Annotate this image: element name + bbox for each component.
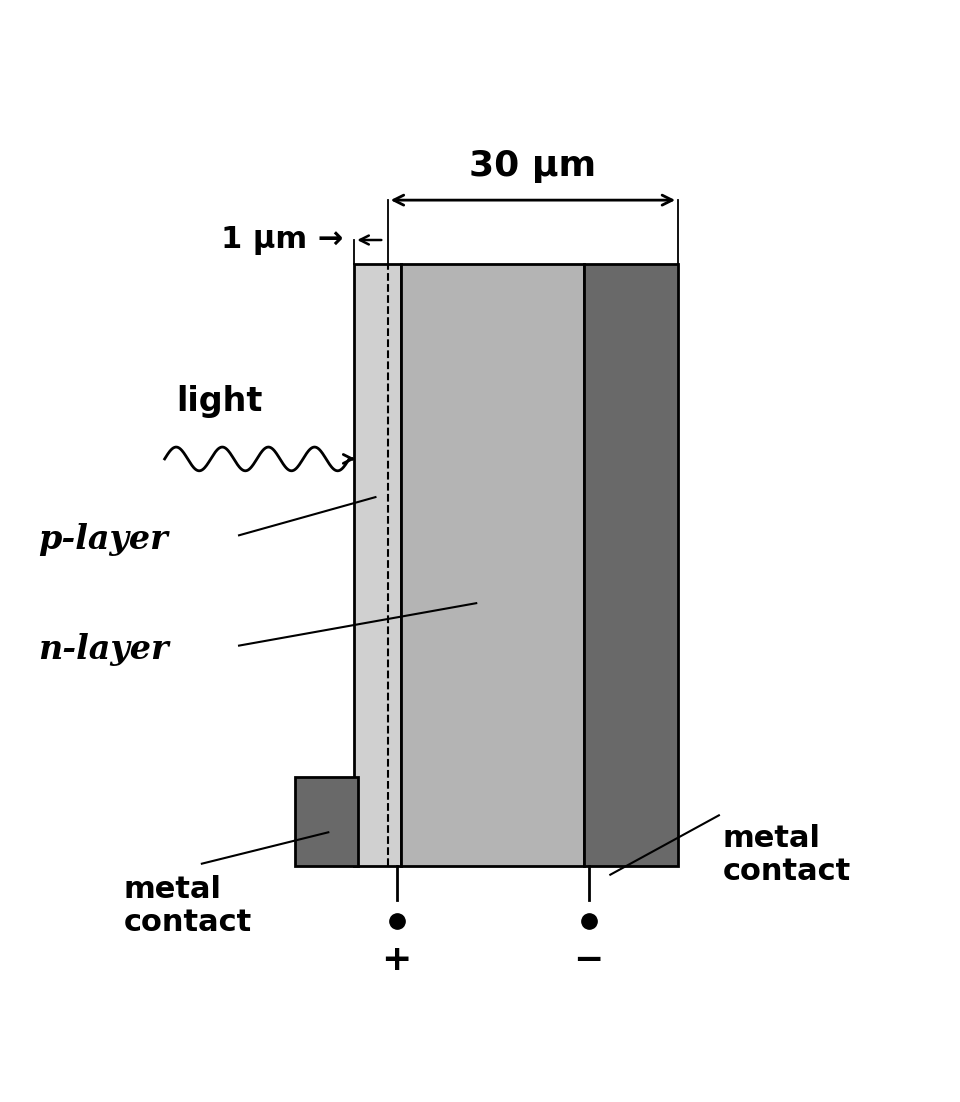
Text: n-layer: n-layer	[37, 634, 168, 667]
Text: metal
contact: metal contact	[723, 824, 851, 886]
Text: −: −	[573, 942, 604, 976]
Text: light: light	[176, 386, 262, 418]
Text: metal
contact: metal contact	[124, 875, 252, 938]
Bar	[401, 263, 585, 866]
Text: 1 μm →: 1 μm →	[221, 226, 344, 255]
Text: +: +	[381, 942, 412, 976]
Text: 30 μm: 30 μm	[469, 149, 596, 183]
Bar	[295, 777, 358, 866]
Text: p-layer: p-layer	[38, 523, 168, 557]
Bar	[585, 263, 678, 866]
Bar	[354, 263, 401, 866]
